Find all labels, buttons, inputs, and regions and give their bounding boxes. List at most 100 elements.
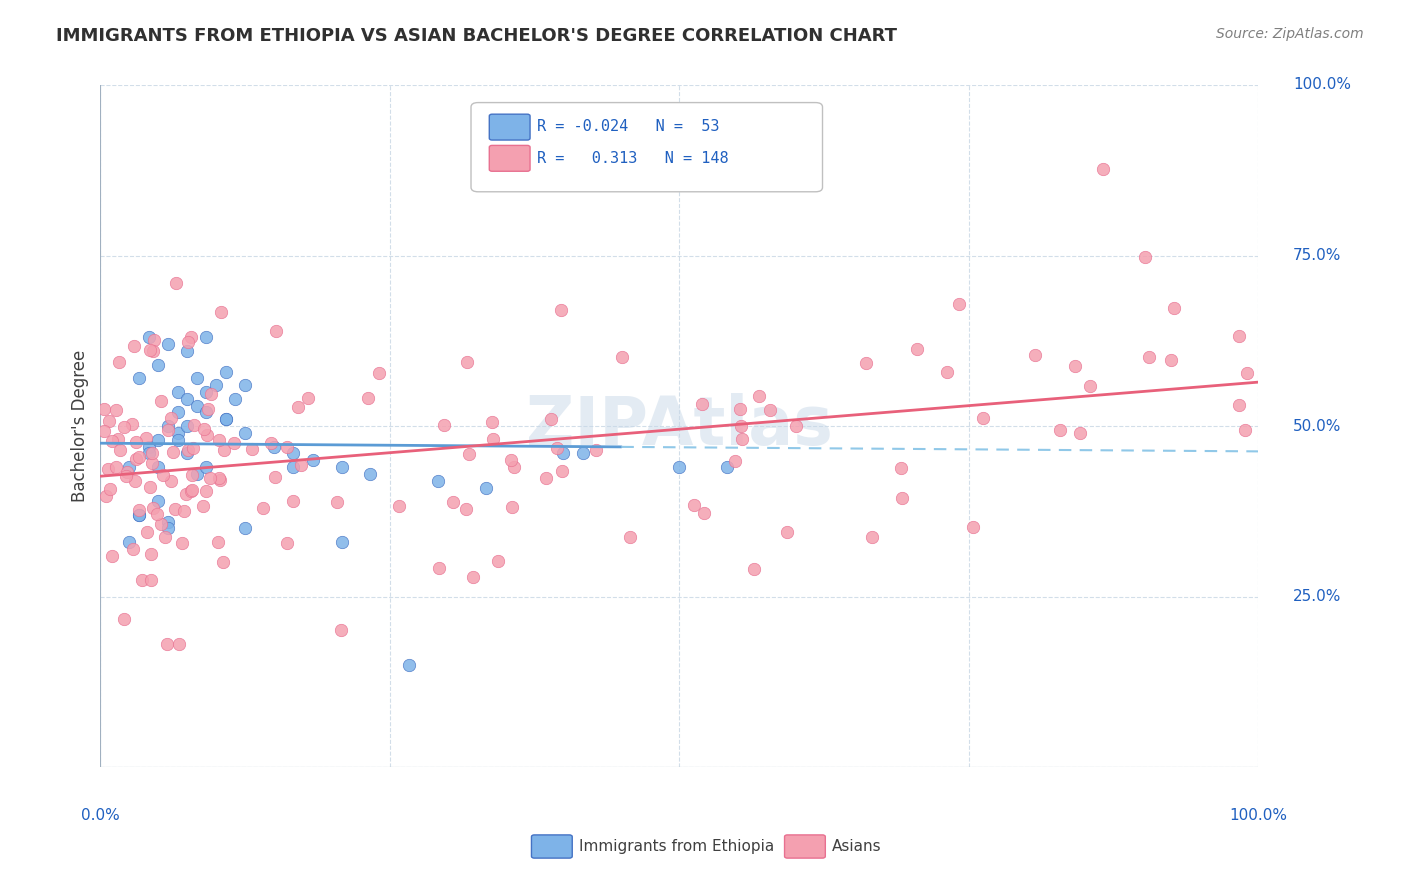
Point — [93, 424, 115, 438]
Point — [195, 384, 218, 399]
Point — [948, 297, 970, 311]
Text: R = -0.024   N =  53: R = -0.024 N = 53 — [537, 120, 720, 134]
Point — [776, 524, 799, 539]
Text: 50.0%: 50.0% — [1294, 418, 1341, 434]
Point — [156, 419, 179, 434]
Point — [546, 442, 568, 456]
Point — [890, 491, 912, 505]
Point — [93, 402, 115, 417]
Point — [142, 500, 165, 515]
Point — [481, 415, 503, 429]
Y-axis label: Bachelor's Degree: Bachelor's Degree — [72, 350, 89, 502]
Point — [329, 623, 352, 637]
Point — [668, 460, 690, 475]
Point — [387, 500, 409, 514]
Point — [131, 574, 153, 588]
Point — [148, 494, 170, 508]
Point — [139, 480, 162, 494]
Point — [176, 446, 198, 460]
Point — [118, 535, 141, 549]
Point — [148, 460, 170, 475]
Point — [115, 469, 138, 483]
Point — [200, 387, 222, 401]
Point — [301, 453, 323, 467]
Point — [166, 433, 188, 447]
Point — [398, 657, 420, 672]
Point — [456, 355, 478, 369]
Point — [208, 433, 231, 447]
Point — [260, 436, 283, 450]
Point — [195, 460, 218, 475]
Point — [1091, 162, 1114, 177]
Point — [156, 515, 179, 529]
Point — [195, 483, 218, 498]
Point — [186, 467, 208, 481]
Point — [360, 467, 382, 481]
Point — [972, 410, 994, 425]
Point — [167, 637, 190, 651]
Point — [240, 442, 263, 456]
Point — [499, 453, 522, 467]
Point — [136, 524, 159, 539]
Point — [215, 365, 238, 379]
Point — [550, 302, 572, 317]
Point — [742, 562, 765, 576]
Point — [200, 471, 222, 485]
Point — [138, 330, 160, 344]
Point — [693, 507, 716, 521]
Point — [138, 446, 160, 460]
Point — [1227, 328, 1250, 343]
Point — [128, 508, 150, 522]
Point — [553, 446, 575, 460]
Point — [142, 333, 165, 347]
Point — [935, 365, 957, 379]
Point — [222, 436, 245, 450]
Point — [855, 356, 877, 370]
Point — [156, 337, 179, 351]
Point — [105, 402, 128, 417]
Point — [1078, 379, 1101, 393]
Point — [962, 520, 984, 534]
Point — [205, 378, 228, 392]
Point — [128, 450, 150, 465]
Point — [97, 462, 120, 476]
Text: 25.0%: 25.0% — [1294, 590, 1341, 604]
Point — [1063, 359, 1085, 373]
Point — [748, 389, 770, 403]
Point — [186, 371, 208, 385]
Point — [1233, 423, 1256, 437]
Point — [215, 412, 238, 426]
Point — [475, 481, 498, 495]
Point — [145, 507, 167, 521]
Point — [1160, 353, 1182, 368]
Point — [730, 419, 752, 434]
Point — [153, 530, 176, 544]
Point — [463, 570, 485, 584]
Point — [356, 391, 378, 405]
Point — [619, 530, 641, 544]
Point — [162, 444, 184, 458]
Text: 100.0%: 100.0% — [1294, 78, 1351, 93]
Point — [233, 378, 256, 392]
Point — [212, 555, 235, 569]
Point — [283, 494, 305, 508]
Point — [121, 417, 143, 432]
Point — [486, 554, 509, 568]
Point — [290, 458, 312, 472]
Point — [427, 561, 450, 575]
Point — [759, 402, 782, 417]
Point — [150, 394, 173, 409]
Point — [181, 468, 204, 483]
Point — [177, 443, 200, 458]
Point — [163, 502, 186, 516]
Point — [128, 371, 150, 385]
Point — [148, 358, 170, 372]
Point — [252, 501, 274, 516]
Point — [723, 454, 745, 468]
Point — [716, 460, 738, 475]
Point — [115, 465, 138, 479]
Point — [456, 501, 478, 516]
Point — [458, 447, 481, 461]
Point — [152, 468, 174, 483]
Point — [1133, 250, 1156, 264]
